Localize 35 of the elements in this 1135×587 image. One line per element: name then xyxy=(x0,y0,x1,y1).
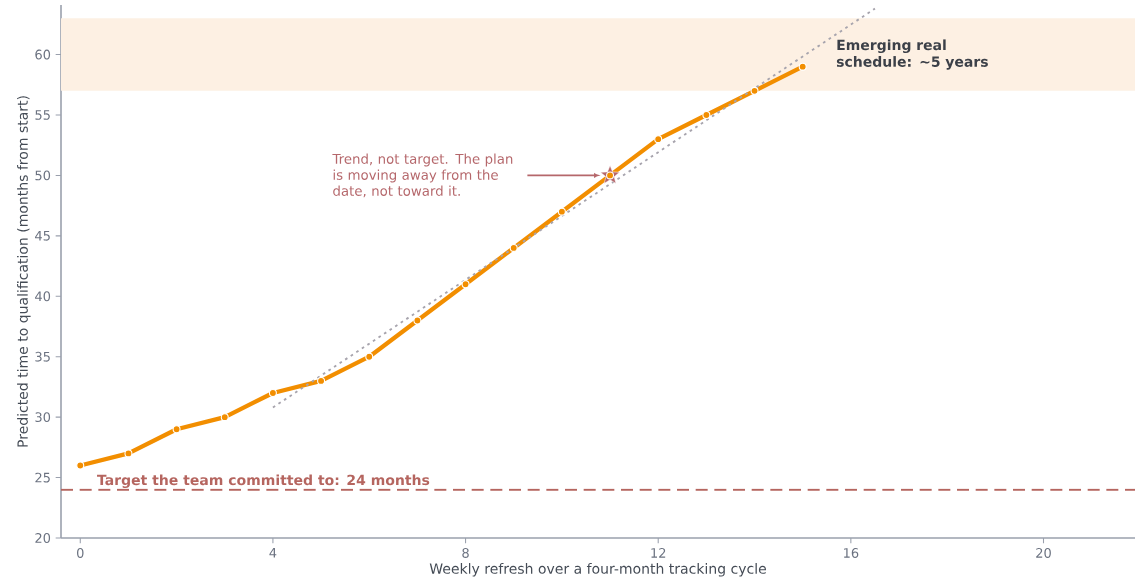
point xyxy=(654,135,663,144)
x-tick-label: 16 xyxy=(844,548,859,558)
y-tick-label: 60 xyxy=(35,49,51,60)
x-tick-label: 8 xyxy=(462,548,469,558)
x-tick-label: 4 xyxy=(269,548,277,558)
y-axis-title: Predicted time to qualification (months from start) xyxy=(17,96,31,447)
y-tick-label: 35 xyxy=(35,351,50,362)
y-tick-label: 50 xyxy=(35,170,51,181)
x-tick-label: 12 xyxy=(651,548,666,558)
y-tick-label: 40 xyxy=(35,291,51,302)
ref-line-label: Target the team committed to: 24 months xyxy=(97,474,430,489)
point xyxy=(317,376,326,385)
band-label: Emerging real schedule: ~5 years xyxy=(836,39,988,70)
point xyxy=(606,171,615,180)
point xyxy=(509,243,518,252)
annotation: Trend, not target. The plan is moving away from the date, not toward it. xyxy=(332,153,513,198)
y-tick-label: 20 xyxy=(35,533,51,543)
x-tick-label: 0 xyxy=(76,548,84,558)
point xyxy=(124,449,133,458)
point xyxy=(365,352,374,361)
point xyxy=(461,280,470,289)
y-tick-label: 45 xyxy=(35,231,50,241)
y-tick-label: 30 xyxy=(35,412,51,423)
point xyxy=(798,62,807,71)
point xyxy=(750,86,759,95)
x-tick-label: 20 xyxy=(1036,548,1051,558)
y-tick-label: 55 xyxy=(35,110,50,120)
point xyxy=(413,316,422,325)
point xyxy=(557,207,566,216)
y-tick-label: 25 xyxy=(35,472,50,483)
point xyxy=(268,388,277,397)
x-axis-title: Weekly refresh over a four-month tracking cycle xyxy=(429,563,766,577)
point xyxy=(702,110,711,119)
point xyxy=(76,461,85,470)
point xyxy=(172,425,181,434)
